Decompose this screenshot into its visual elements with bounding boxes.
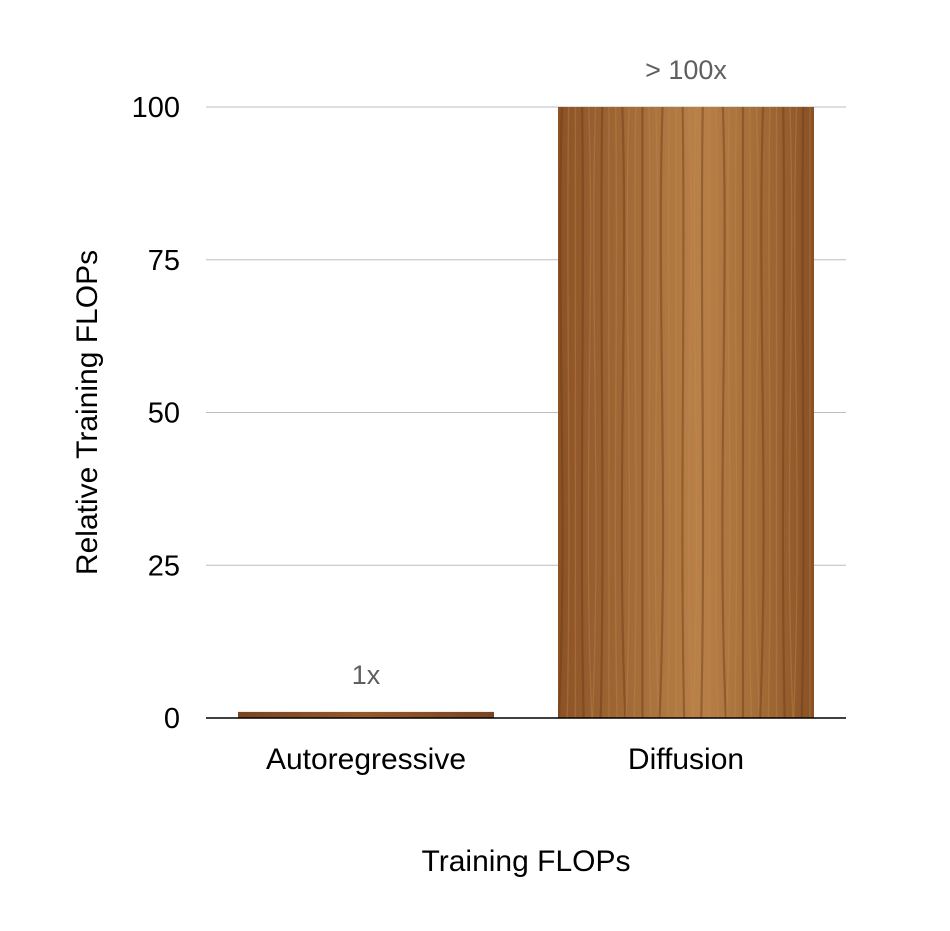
wood-grain-streak [767, 106, 771, 719]
wood-grain-streak [755, 106, 761, 719]
wood-grain-streak [700, 106, 705, 719]
wood-grain-streak [587, 106, 593, 719]
bar-rect [558, 107, 814, 718]
bar-rect [238, 711, 494, 718]
wood-grain-streak [625, 106, 631, 719]
wood-grain-streak [758, 106, 765, 719]
wood-grain-streak [688, 106, 694, 719]
y-tick-label: 50 [148, 398, 180, 430]
data-label: 1x [352, 660, 381, 690]
wood-grain-streak [748, 106, 752, 719]
data-labels: 1x > 100x [352, 55, 728, 690]
wood-grain-streak [667, 106, 671, 719]
wood-grain-streak [734, 106, 738, 719]
wood-grain-streak [580, 106, 585, 719]
wood-grain-streak [721, 106, 727, 719]
bar-autoregressive [238, 711, 494, 718]
x-axis-title: Training FLOPs [422, 845, 631, 878]
wood-grain-streak [557, 106, 564, 719]
x-category-label: Diffusion [628, 743, 744, 776]
wood-grain-streak [591, 106, 597, 719]
wood-grain-streak [715, 106, 719, 719]
x-category-labels: Autoregressive Diffusion [266, 743, 744, 776]
y-tick-label: 25 [148, 550, 180, 582]
data-label: > 100x [645, 55, 727, 85]
wood-grain-streak [658, 106, 665, 719]
wood-grain-streak [692, 106, 698, 719]
wood-grain-streak [620, 106, 627, 719]
y-tick-label: 75 [148, 245, 180, 277]
x-category-label: Autoregressive [266, 743, 466, 776]
wood-grain-streak [792, 106, 798, 719]
bar-diffusion [557, 106, 814, 719]
bars [238, 106, 814, 719]
wood-grain-streak [681, 106, 686, 719]
y-tick-label: 100 [132, 92, 180, 124]
y-tick-labels: 0 25 50 75 100 [132, 92, 180, 735]
wood-grain-streak [781, 106, 786, 719]
wood-grain-streak [614, 106, 618, 719]
y-tick-label: 0 [164, 703, 180, 735]
wood-grain-streak [566, 106, 570, 719]
wood-grain-streak [648, 106, 652, 719]
wood-grain-streak [633, 106, 637, 719]
wood-grain-streak [599, 106, 604, 719]
wood-grain-streak [725, 106, 731, 719]
y-axis-title: Relative Training FLOPs [71, 250, 104, 575]
wood-grain-streak [788, 106, 794, 719]
wood-grain-streak [800, 106, 805, 719]
wood-grain-streak [654, 106, 660, 719]
